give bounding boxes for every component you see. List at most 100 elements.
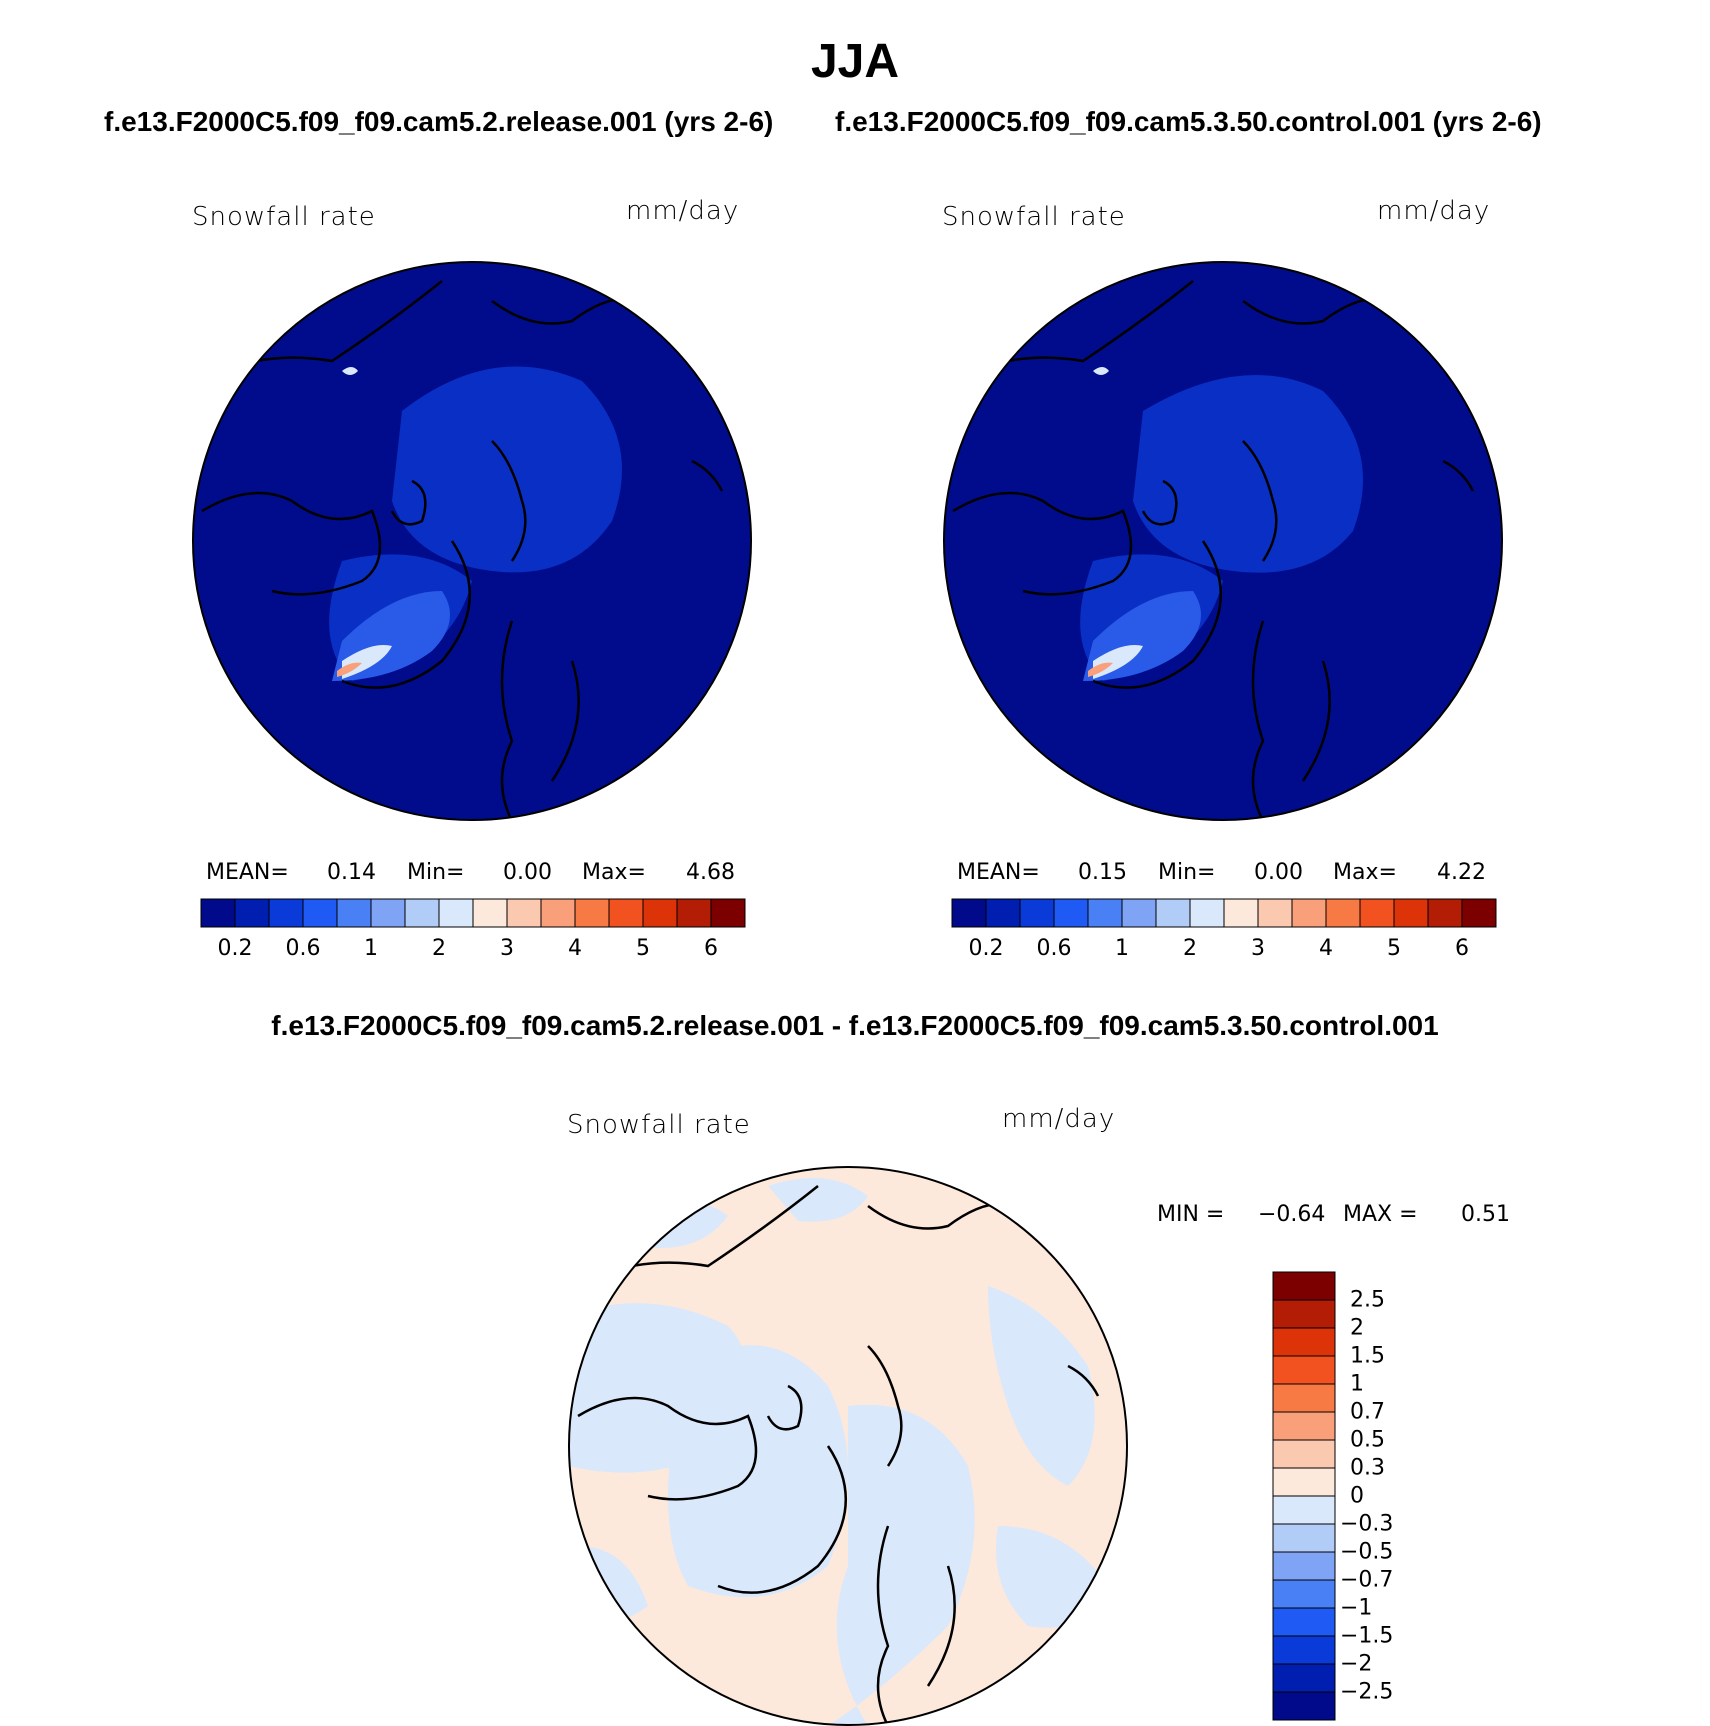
- diff-colorbar-box: [1272, 1355, 1336, 1385]
- panel2-colorbar-box: [985, 898, 1021, 928]
- panel1-colorbar-box: [472, 898, 508, 928]
- diff-colorbar-tick-label: 1: [1350, 1371, 1364, 1397]
- diff-variable-label: Snowfall rate: [567, 1110, 751, 1140]
- panel2-colorbar-tick-label: 6: [1455, 936, 1469, 961]
- panel2-colorbar-tick-label: 4: [1319, 936, 1333, 961]
- panel2-colorbar-tick-label: 0.2: [968, 936, 1004, 961]
- panel2-max-value: 4.22: [1437, 860, 1486, 885]
- diff-colorbar-box: [1272, 1299, 1336, 1329]
- diff-colorbar-box: [1272, 1579, 1336, 1609]
- panel2-min-label: Min=: [1158, 860, 1216, 885]
- diff-colorbar-box: [1272, 1383, 1336, 1413]
- panel1-mean-label: MEAN=: [206, 860, 289, 885]
- panel2-colorbar-box: [1291, 898, 1327, 928]
- panel2-mean-label: MEAN=: [957, 860, 1040, 885]
- panel1-min-value: 0.00: [503, 860, 552, 885]
- diff-colorbar-tick-label: −1: [1340, 1595, 1373, 1621]
- panel1-colorbar-box: [302, 898, 338, 928]
- panel1-colorbar-box: [370, 898, 406, 928]
- panel1-colorbar-ticks: 0.2 0.6 1 2 3 4 5 6: [201, 936, 745, 966]
- panel1-colorbar-tick-label: 3: [500, 936, 514, 961]
- diff-colorbar-tick-label: 0.7: [1350, 1399, 1385, 1425]
- diff-colorbar-tick-label: 2.5: [1350, 1287, 1385, 1313]
- panel2-colorbar-box: [1393, 898, 1429, 928]
- panel2-colorbar-box: [1189, 898, 1225, 928]
- panel1-max-value: 4.68: [686, 860, 735, 885]
- diff-colorbar-box: [1272, 1607, 1336, 1637]
- panel1-units-label: mm/day: [626, 196, 740, 226]
- diff-colorbar-box: [1272, 1691, 1336, 1721]
- panel2-max-label: Max=: [1333, 860, 1397, 885]
- panel1-colorbar-box: [506, 898, 542, 928]
- panel2-polar-map: [943, 261, 1503, 821]
- diff-colorbar-tick-label: 0.3: [1350, 1455, 1385, 1481]
- panel1-colorbar-box: [200, 898, 236, 928]
- diff-colorbar-box: [1272, 1495, 1336, 1525]
- panel2-colorbar-tick-label: 2: [1183, 936, 1197, 961]
- panel2-colorbar-tick-label: 3: [1251, 936, 1265, 961]
- diff-colorbar: [1272, 1271, 1336, 1721]
- panel1-colorbar-box: [404, 898, 440, 928]
- panel1-colorbar-box: [438, 898, 474, 928]
- diff-colorbar-tick-label: −2.5: [1340, 1679, 1394, 1705]
- diff-colorbar-tick-label: 0: [1350, 1483, 1364, 1509]
- diff-colorbar-box: [1272, 1663, 1336, 1693]
- diff-min-value: −0.64: [1258, 1202, 1326, 1227]
- case2-title: f.e13.F2000C5.f09_f09.cam5.3.50.control.…: [835, 106, 1542, 137]
- panel1-colorbar-tick-label: 2: [432, 936, 446, 961]
- panel2-units-label: mm/day: [1377, 196, 1491, 226]
- case1-title: f.e13.F2000C5.f09_f09.cam5.2.release.001…: [104, 106, 774, 137]
- panel1-colorbar-tick-label: 4: [568, 936, 582, 961]
- diff-colorbar-box: [1272, 1523, 1336, 1553]
- panel1-colorbar-box: [234, 898, 270, 928]
- panel1-min-label: Min=: [407, 860, 465, 885]
- panel1-colorbar: [200, 898, 746, 928]
- diff-colorbar-tick-label: −0.3: [1340, 1511, 1394, 1537]
- diff-units-label: mm/day: [1002, 1104, 1116, 1134]
- panel1-colorbar-box: [608, 898, 644, 928]
- panel2-colorbar-box: [1427, 898, 1463, 928]
- panel2-colorbar-tick-label: 0.6: [1036, 936, 1072, 961]
- panel2-colorbar-box: [1325, 898, 1361, 928]
- panel1-colorbar-tick-label: 6: [704, 936, 718, 961]
- panel2-colorbar-box: [1359, 898, 1395, 928]
- diff-colorbar-tick-label: 0.5: [1350, 1427, 1385, 1453]
- panel1-polar-map: [192, 261, 752, 821]
- panel1-colorbar-box: [710, 898, 746, 928]
- panel2-colorbar-box: [1461, 898, 1497, 928]
- panel1-colorbar-tick-label: 1: [364, 936, 378, 961]
- diff-colorbar-ticks: 2.5 2 1.5 1 0.7 0.5 0.3 0 −0.3 −0.5 −0.7 −1 −1.5 −2 −2…: [1340, 1272, 1430, 1720]
- panel2-colorbar-box: [1121, 898, 1157, 928]
- diff-colorbar-tick-label: −2: [1340, 1651, 1373, 1677]
- diff-colorbar-tick-label: 1.5: [1350, 1343, 1385, 1369]
- panel1-colorbar-box: [540, 898, 576, 928]
- panel1-max-label: Max=: [582, 860, 646, 885]
- panel1-colorbar-box: [268, 898, 304, 928]
- diff-colorbar-tick-label: −1.5: [1340, 1623, 1394, 1649]
- panel2-colorbar-box: [1053, 898, 1089, 928]
- panel2-variable-label: Snowfall rate: [942, 202, 1126, 232]
- panel1-colorbar-tick-label: 5: [636, 936, 650, 961]
- panel2-colorbar-ticks: 0.2 0.6 1 2 3 4 5 6: [952, 936, 1496, 966]
- diff-max-label: MAX =: [1343, 1202, 1418, 1227]
- panel2-mean-value: 0.15: [1078, 860, 1127, 885]
- panel2-min-value: 0.00: [1254, 860, 1303, 885]
- diff-max-value: 0.51: [1461, 1202, 1510, 1227]
- panel2-colorbar-box: [1019, 898, 1055, 928]
- diff-colorbar-box: [1272, 1551, 1336, 1581]
- panel2-colorbar-box: [1223, 898, 1259, 928]
- panel1-colorbar-tick-label: 0.2: [217, 936, 253, 961]
- diff-colorbar-tick-label: 2: [1350, 1315, 1364, 1341]
- panel2-colorbar-box: [951, 898, 987, 928]
- diff-polar-map: [568, 1166, 1128, 1726]
- diff-colorbar-box: [1272, 1635, 1336, 1665]
- diff-colorbar-box: [1272, 1327, 1336, 1357]
- panel1-colorbar-box: [574, 898, 610, 928]
- diff-colorbar-box: [1272, 1439, 1336, 1469]
- diff-colorbar-box: [1272, 1411, 1336, 1441]
- diff-min-label: MIN =: [1157, 1202, 1225, 1227]
- panel1-variable-label: Snowfall rate: [192, 202, 376, 232]
- figure-title: JJA: [810, 35, 900, 88]
- panel2-colorbar-tick-label: 1: [1115, 936, 1129, 961]
- panel2-colorbar-box: [1257, 898, 1293, 928]
